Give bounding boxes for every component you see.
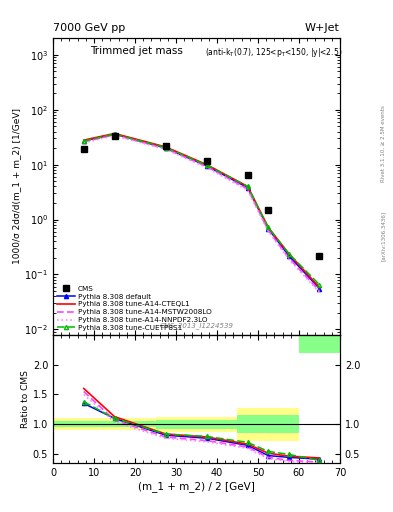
Pythia 8.308 tune-A14-NNPDF2.3LO — [163, 146, 168, 153]
Line: Pythia 8.308 tune-CUETP8S1: Pythia 8.308 tune-CUETP8S1 — [82, 132, 321, 287]
CMS — [266, 207, 270, 213]
Line: Pythia 8.308 tune-A14-CTEQL1: Pythia 8.308 tune-A14-CTEQL1 — [84, 134, 320, 287]
Pythia 8.308 tune-CUETP8S1 — [112, 131, 117, 137]
Pythia 8.308 default — [81, 138, 86, 144]
Pythia 8.308 tune-A14-MSTW2008LO — [266, 227, 270, 233]
Pythia 8.308 default — [317, 286, 322, 292]
Pythia 8.308 default — [286, 252, 291, 259]
Pythia 8.308 tune-A14-CTEQL1 — [112, 131, 117, 137]
Pythia 8.308 tune-A14-CTEQL1 — [245, 183, 250, 189]
Pythia 8.308 tune-A14-CTEQL1 — [81, 137, 86, 143]
Pythia 8.308 tune-A14-CTEQL1 — [317, 284, 322, 290]
Text: W+Jet: W+Jet — [305, 23, 340, 33]
CMS — [81, 146, 86, 153]
Pythia 8.308 tune-A14-NNPDF2.3LO — [112, 133, 117, 139]
Text: CMS_2013_I1224539: CMS_2013_I1224539 — [160, 322, 233, 329]
Pythia 8.308 default — [245, 185, 250, 191]
Pythia 8.308 tune-A14-MSTW2008LO — [112, 132, 117, 138]
Pythia 8.308 tune-A14-NNPDF2.3LO — [81, 140, 86, 146]
Line: Pythia 8.308 tune-A14-NNPDF2.3LO: Pythia 8.308 tune-A14-NNPDF2.3LO — [84, 136, 320, 292]
Line: Pythia 8.308 tune-A14-MSTW2008LO: Pythia 8.308 tune-A14-MSTW2008LO — [84, 135, 320, 291]
Pythia 8.308 tune-A14-NNPDF2.3LO — [204, 165, 209, 171]
Pythia 8.308 tune-CUETP8S1 — [266, 224, 270, 230]
Pythia 8.308 tune-CUETP8S1 — [317, 282, 322, 288]
Pythia 8.308 tune-CUETP8S1 — [245, 183, 250, 189]
Pythia 8.308 tune-A14-CTEQL1 — [286, 250, 291, 257]
Pythia 8.308 tune-A14-MSTW2008LO — [286, 255, 291, 261]
Pythia 8.308 default — [266, 226, 270, 232]
Legend: CMS, Pythia 8.308 default, Pythia 8.308 tune-A14-CTEQL1, Pythia 8.308 tune-A14-M: CMS, Pythia 8.308 default, Pythia 8.308 … — [57, 286, 211, 331]
CMS — [204, 158, 209, 164]
Line: Pythia 8.308 default: Pythia 8.308 default — [82, 132, 321, 291]
Pythia 8.308 tune-A14-NNPDF2.3LO — [266, 228, 270, 234]
CMS — [245, 172, 250, 178]
Pythia 8.308 tune-CUETP8S1 — [286, 250, 291, 257]
Y-axis label: 1000/σ 2dσ/d(m_1 + m_2) [1/GeV]: 1000/σ 2dσ/d(m_1 + m_2) [1/GeV] — [13, 109, 22, 265]
Pythia 8.308 tune-A14-NNPDF2.3LO — [286, 256, 291, 262]
Pythia 8.308 tune-A14-MSTW2008LO — [204, 163, 209, 169]
Pythia 8.308 tune-A14-CTEQL1 — [163, 144, 168, 150]
Pythia 8.308 tune-CUETP8S1 — [204, 162, 209, 168]
Text: 7000 GeV pp: 7000 GeV pp — [53, 23, 125, 33]
Pythia 8.308 default — [204, 163, 209, 169]
Text: Trimmed jet mass: Trimmed jet mass — [90, 46, 183, 56]
Pythia 8.308 default — [112, 131, 117, 137]
Y-axis label: Ratio to CMS: Ratio to CMS — [21, 370, 30, 428]
X-axis label: (m_1 + m_2) / 2 [GeV]: (m_1 + m_2) / 2 [GeV] — [138, 481, 255, 492]
Pythia 8.308 tune-A14-MSTW2008LO — [317, 288, 322, 294]
Pythia 8.308 tune-A14-MSTW2008LO — [245, 186, 250, 192]
Pythia 8.308 tune-A14-MSTW2008LO — [163, 146, 168, 152]
Text: Rivet 3.1.10, ≥ 2.5M events: Rivet 3.1.10, ≥ 2.5M events — [381, 105, 386, 182]
Line: CMS: CMS — [81, 133, 323, 259]
Pythia 8.308 default — [163, 145, 168, 151]
Pythia 8.308 tune-CUETP8S1 — [163, 144, 168, 151]
CMS — [317, 252, 322, 259]
Text: (anti-k$_\mathsf{T}$(0.7), 125<p$_\mathsf{T}$<150, |y|<2.5): (anti-k$_\mathsf{T}$(0.7), 125<p$_\maths… — [205, 46, 343, 59]
Pythia 8.308 tune-A14-CTEQL1 — [204, 162, 209, 168]
Pythia 8.308 tune-A14-NNPDF2.3LO — [245, 187, 250, 194]
Pythia 8.308 tune-CUETP8S1 — [81, 138, 86, 144]
CMS — [112, 133, 117, 139]
Pythia 8.308 tune-A14-NNPDF2.3LO — [317, 289, 322, 295]
CMS — [163, 143, 168, 149]
Text: [arXiv:1306.3436]: [arXiv:1306.3436] — [381, 210, 386, 261]
Pythia 8.308 tune-A14-CTEQL1 — [266, 224, 270, 230]
Pythia 8.308 tune-A14-MSTW2008LO — [81, 139, 86, 145]
